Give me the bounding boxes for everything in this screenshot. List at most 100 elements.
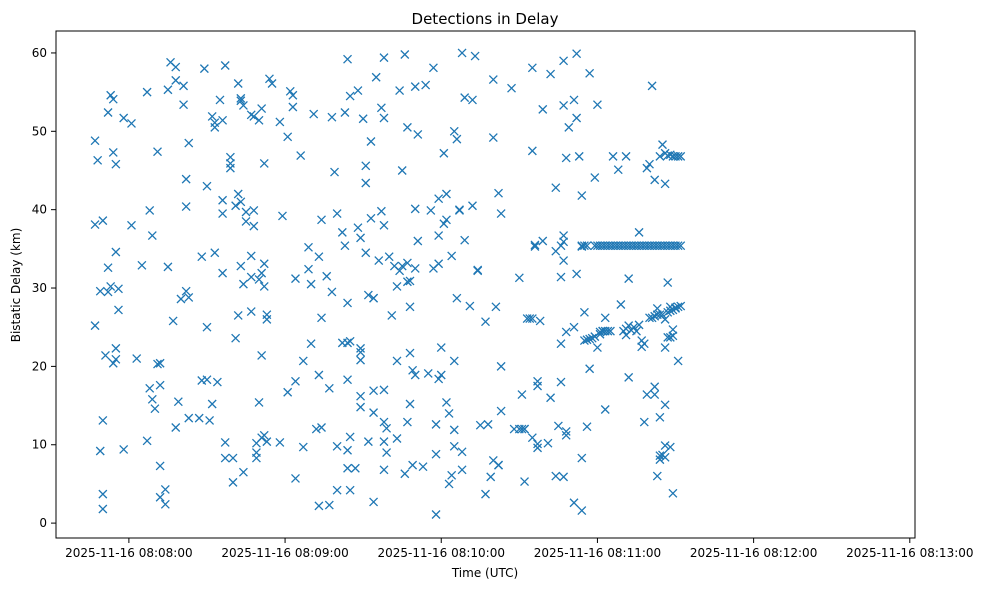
data-point: [470, 51, 480, 61]
data-point: [553, 421, 563, 431]
data-point: [361, 248, 371, 258]
data-point: [103, 287, 113, 297]
data-point: [163, 262, 173, 272]
data-point: [569, 95, 579, 105]
data-point: [356, 355, 366, 365]
data-point: [98, 415, 108, 425]
data-point: [314, 252, 324, 262]
data-point: [114, 284, 123, 294]
data-point: [171, 423, 181, 432]
data-point: [95, 446, 105, 456]
data-point: [582, 241, 592, 251]
data-point: [663, 332, 673, 342]
data-point: [106, 281, 116, 291]
data-point: [533, 443, 543, 453]
data-point: [343, 463, 352, 473]
data-point: [267, 79, 277, 88]
data-point: [668, 325, 678, 335]
data-point: [428, 63, 438, 73]
data-point: [520, 477, 530, 487]
data-point: [559, 100, 569, 110]
data-point: [402, 122, 412, 132]
data-point: [676, 241, 686, 251]
data-point: [624, 321, 634, 331]
data-point: [514, 273, 524, 283]
data-point: [663, 307, 673, 317]
data-point: [634, 227, 644, 237]
data-point: [408, 365, 418, 375]
data-point: [546, 393, 556, 403]
data-point: [405, 276, 415, 286]
data-point: [395, 266, 405, 276]
data-point: [332, 441, 342, 451]
data-point: [616, 300, 626, 309]
data-point: [410, 204, 420, 214]
data-point: [530, 242, 540, 251]
data-point: [108, 358, 118, 368]
data-point: [585, 68, 595, 78]
data-point: [426, 205, 436, 215]
data-point: [249, 205, 259, 215]
data-point: [238, 279, 248, 289]
data-point: [324, 383, 334, 393]
data-point: [671, 303, 680, 313]
data-point: [207, 111, 217, 121]
data-point: [658, 310, 667, 320]
data-point: [246, 110, 256, 120]
data-point: [366, 213, 376, 223]
data-point: [475, 420, 485, 430]
data-point: [330, 167, 339, 177]
y-axis-label: Bistatic Delay (km): [9, 228, 23, 343]
data-point: [254, 397, 264, 407]
data-point: [525, 314, 535, 324]
data-point: [449, 126, 459, 136]
data-point: [665, 150, 675, 160]
data-point: [384, 252, 394, 262]
data-point: [379, 417, 389, 427]
data-point: [264, 74, 274, 84]
data-point: [236, 96, 246, 106]
data-point: [114, 305, 123, 315]
data-point: [452, 134, 462, 144]
x-tick-label: 2025-11-16 08:11:00: [534, 546, 661, 560]
data-point: [168, 316, 178, 326]
data-point: [408, 460, 418, 470]
data-point: [642, 163, 652, 173]
y-tick-label: 10: [32, 438, 47, 452]
data-point: [111, 159, 121, 169]
data-point: [572, 113, 582, 123]
data-point: [400, 50, 410, 59]
data-point: [160, 499, 170, 509]
data-point: [288, 90, 298, 100]
data-point: [181, 202, 191, 211]
data-point: [647, 313, 657, 323]
data-point: [197, 252, 207, 262]
y-tick-label: 0: [39, 516, 47, 530]
data-point: [559, 237, 569, 247]
data-point: [481, 489, 490, 499]
data-point: [184, 138, 194, 148]
data-point: [460, 93, 470, 103]
data-point: [621, 151, 631, 161]
data-point: [629, 322, 639, 332]
data-point: [551, 471, 561, 481]
data-point: [238, 100, 248, 110]
data-point: [530, 240, 540, 250]
data-point: [410, 370, 420, 380]
data-point: [494, 188, 503, 198]
data-point: [652, 471, 662, 481]
y-tick-label: 20: [32, 359, 47, 373]
data-point: [439, 219, 449, 229]
data-point: [228, 453, 238, 463]
data-point: [376, 206, 386, 216]
data-point: [210, 248, 220, 258]
data-point: [205, 415, 215, 425]
data-point: [457, 447, 467, 457]
data-point: [441, 215, 451, 225]
data-point: [556, 339, 566, 349]
x-tick-label: 2025-11-16 08:09:00: [221, 546, 348, 560]
data-point: [127, 119, 136, 128]
data-point: [356, 343, 366, 353]
data-point: [340, 108, 350, 117]
data-point: [434, 259, 444, 269]
